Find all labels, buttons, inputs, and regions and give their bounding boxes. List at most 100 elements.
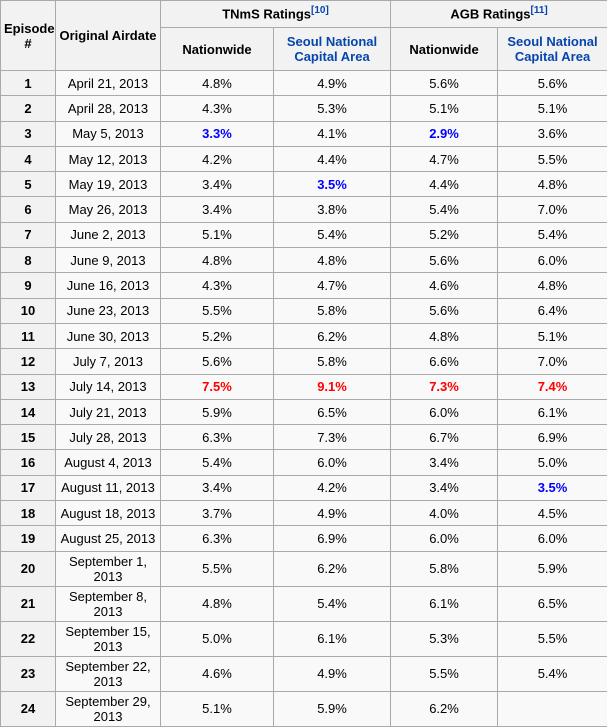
- rating-cell-tnms-seoul: 6.2%: [274, 551, 391, 586]
- airdate-cell: August 18, 2013: [56, 501, 161, 526]
- rating-cell-tnms-seoul: 4.9%: [274, 501, 391, 526]
- header-tnms-seoul: Seoul National Capital Area: [274, 28, 391, 71]
- rating-cell-agb-nationwide: 5.6%: [391, 248, 498, 273]
- airdate-cell: May 19, 2013: [56, 172, 161, 197]
- rating-cell-agb-nationwide: 4.4%: [391, 172, 498, 197]
- episode-number-cell: 20: [1, 551, 56, 586]
- agb-reference-link[interactable]: [11]: [530, 5, 547, 16]
- rating-cell-agb-seoul: 5.0%: [498, 450, 607, 475]
- rating-cell-tnms-seoul: 5.9%: [274, 691, 391, 726]
- rating-cell-agb-nationwide: 4.8%: [391, 323, 498, 348]
- rating-cell-agb-seoul: 6.0%: [498, 248, 607, 273]
- rating-cell-tnms-nationwide: 4.3%: [161, 273, 274, 298]
- rating-cell-agb-nationwide: 5.6%: [391, 298, 498, 323]
- episode-number-cell: 17: [1, 475, 56, 500]
- episode-number-cell: 21: [1, 586, 56, 621]
- episode-number-cell: 5: [1, 172, 56, 197]
- rating-cell-tnms-seoul: 5.8%: [274, 298, 391, 323]
- rating-cell-agb-nationwide: 6.2%: [391, 691, 498, 726]
- airdate-cell: July 28, 2013: [56, 425, 161, 450]
- rating-cell-tnms-seoul: 5.4%: [274, 222, 391, 247]
- rating-cell-tnms-nationwide: 5.9%: [161, 399, 274, 424]
- rating-cell-tnms-nationwide: 5.5%: [161, 551, 274, 586]
- tnms-reference-link[interactable]: [10]: [311, 5, 329, 16]
- rating-cell-agb-nationwide: 5.1%: [391, 96, 498, 121]
- rating-cell-agb-nationwide: 5.5%: [391, 656, 498, 691]
- seoul-capital-area-link[interactable]: Seoul National Capital Area: [287, 34, 377, 64]
- rating-cell-agb-seoul: 7.0%: [498, 197, 607, 222]
- rating-cell-tnms-seoul: 4.4%: [274, 146, 391, 171]
- episode-number-cell: 18: [1, 501, 56, 526]
- episode-number-cell: 7: [1, 222, 56, 247]
- rating-cell-tnms-nationwide: 6.3%: [161, 425, 274, 450]
- rating-cell-tnms-nationwide: 4.8%: [161, 71, 274, 96]
- tnms-ratings-label: TNmS Ratings: [222, 7, 311, 22]
- rating-cell-tnms-nationwide: 3.4%: [161, 475, 274, 500]
- header-row-groups: Episode # Original Airdate TNmS Ratings[…: [1, 1, 607, 28]
- rating-cell-tnms-nationwide: 3.3%: [161, 121, 274, 146]
- rating-cell-tnms-nationwide: 3.4%: [161, 197, 274, 222]
- header-tnms-ratings: TNmS Ratings[10]: [161, 1, 391, 28]
- airdate-cell: May 26, 2013: [56, 197, 161, 222]
- episode-number-cell: 6: [1, 197, 56, 222]
- airdate-cell: April 21, 2013: [56, 71, 161, 96]
- rating-cell-agb-seoul: 4.8%: [498, 273, 607, 298]
- airdate-cell: June 16, 2013: [56, 273, 161, 298]
- header-agb-nationwide: Nationwide: [391, 28, 498, 71]
- rating-cell-tnms-seoul: 6.5%: [274, 399, 391, 424]
- rating-cell-tnms-seoul: 4.2%: [274, 475, 391, 500]
- rating-cell-agb-seoul: 6.9%: [498, 425, 607, 450]
- rating-cell-tnms-seoul: 4.8%: [274, 248, 391, 273]
- airdate-cell: September 8, 2013: [56, 586, 161, 621]
- rating-cell-agb-nationwide: 6.6%: [391, 349, 498, 374]
- rating-cell-agb-seoul: 7.0%: [498, 349, 607, 374]
- rating-cell-agb-seoul: 5.5%: [498, 621, 607, 656]
- airdate-cell: August 4, 2013: [56, 450, 161, 475]
- rating-cell-agb-seoul: 6.4%: [498, 298, 607, 323]
- rating-cell-tnms-seoul: 5.4%: [274, 586, 391, 621]
- episode-number-cell: 8: [1, 248, 56, 273]
- rating-cell-tnms-seoul: 6.1%: [274, 621, 391, 656]
- rating-cell-tnms-nationwide: 4.6%: [161, 656, 274, 691]
- rating-cell-agb-seoul: 6.0%: [498, 526, 607, 551]
- rating-cell-tnms-seoul: 5.3%: [274, 96, 391, 121]
- episode-number-cell: 16: [1, 450, 56, 475]
- rating-cell-agb-seoul: 6.1%: [498, 399, 607, 424]
- episode-number-cell: 12: [1, 349, 56, 374]
- rating-cell-agb-nationwide: 5.4%: [391, 197, 498, 222]
- airdate-cell: September 15, 2013: [56, 621, 161, 656]
- episode-number-cell: 10: [1, 298, 56, 323]
- rating-cell-agb-seoul: 4.5%: [498, 501, 607, 526]
- rating-cell-tnms-seoul: 3.5%: [274, 172, 391, 197]
- airdate-cell: June 2, 2013: [56, 222, 161, 247]
- rating-cell-tnms-seoul: 6.0%: [274, 450, 391, 475]
- agb-ratings-label: AGB Ratings: [450, 7, 530, 22]
- airdate-cell: July 21, 2013: [56, 399, 161, 424]
- rating-cell-agb-seoul: 3.6%: [498, 121, 607, 146]
- rating-cell-tnms-nationwide: 3.4%: [161, 172, 274, 197]
- rating-cell-tnms-seoul: 7.3%: [274, 425, 391, 450]
- rating-cell-tnms-nationwide: 5.2%: [161, 323, 274, 348]
- header-agb-ratings: AGB Ratings[11]: [391, 1, 607, 28]
- rating-cell-agb-seoul: 7.4%: [498, 374, 607, 399]
- header-agb-seoul: Seoul National Capital Area: [498, 28, 607, 71]
- rating-cell-tnms-nationwide: 5.1%: [161, 691, 274, 726]
- seoul-capital-area-link[interactable]: Seoul National Capital Area: [507, 34, 597, 64]
- rating-cell-agb-nationwide: 4.7%: [391, 146, 498, 171]
- rating-cell-agb-nationwide: 6.7%: [391, 425, 498, 450]
- rating-cell-agb-nationwide: 7.3%: [391, 374, 498, 399]
